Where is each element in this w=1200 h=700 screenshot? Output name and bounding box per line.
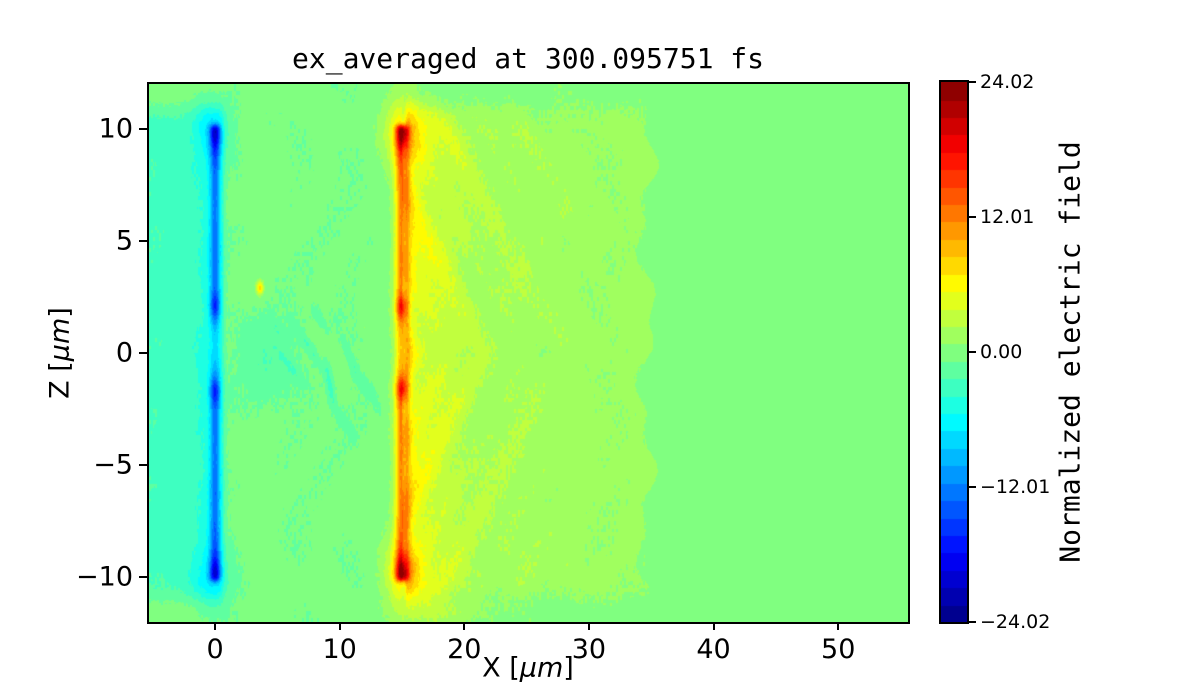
field-heatmap-canvas (149, 84, 908, 622)
y-tick-label: −10 (76, 561, 133, 593)
y-tick-label: −5 (93, 449, 133, 481)
x-tick-mark (463, 622, 466, 630)
y-tick-mark (139, 576, 147, 579)
colorbar-tick-mark (969, 81, 976, 83)
x-tick-label: 40 (696, 634, 731, 665)
colorbar-tick-label: 0.00 (980, 341, 1023, 363)
x-tick-mark (338, 622, 341, 630)
y-tick-label: 10 (98, 113, 133, 145)
x-tick-mark (587, 622, 590, 630)
x-tick-label: 50 (821, 634, 856, 665)
colorbar-tick-mark (969, 621, 976, 623)
x-tick-label: 30 (571, 634, 607, 665)
x-axis-label: X [μm] (482, 652, 574, 684)
colorbar-label: Normalized electric field (1053, 141, 1087, 563)
y-tick-mark (139, 352, 147, 354)
x-tick-mark (712, 622, 715, 630)
colorbar-canvas (941, 82, 967, 622)
x-tick-mark (214, 622, 217, 630)
x-tick-label: 0 (206, 634, 224, 665)
colorbar-tick-label: 12.01 (980, 206, 1035, 228)
x-tick-mark (837, 622, 840, 630)
plot-title: ex_averaged at 300.095751 fs (291, 42, 765, 75)
y-tick-label: 0 (115, 337, 133, 369)
colorbar-tick-label: −24.02 (980, 611, 1051, 633)
y-tick-mark (139, 464, 147, 467)
y-tick-label: 5 (115, 225, 133, 257)
plot-area (147, 82, 910, 624)
colorbar-tick-label: 24.02 (980, 71, 1035, 93)
colorbar-tick-mark (969, 351, 976, 353)
x-tick-label: 10 (322, 634, 357, 665)
colorbar-tick-mark (969, 486, 976, 488)
colorbar (939, 80, 969, 624)
colorbar-tick-label: −12.01 (980, 476, 1051, 498)
y-axis-label: Z [μm] (44, 307, 76, 399)
y-tick-mark (139, 239, 147, 242)
x-tick-label: 20 (447, 634, 482, 665)
y-tick-mark (139, 127, 147, 130)
colorbar-tick-mark (969, 216, 976, 218)
